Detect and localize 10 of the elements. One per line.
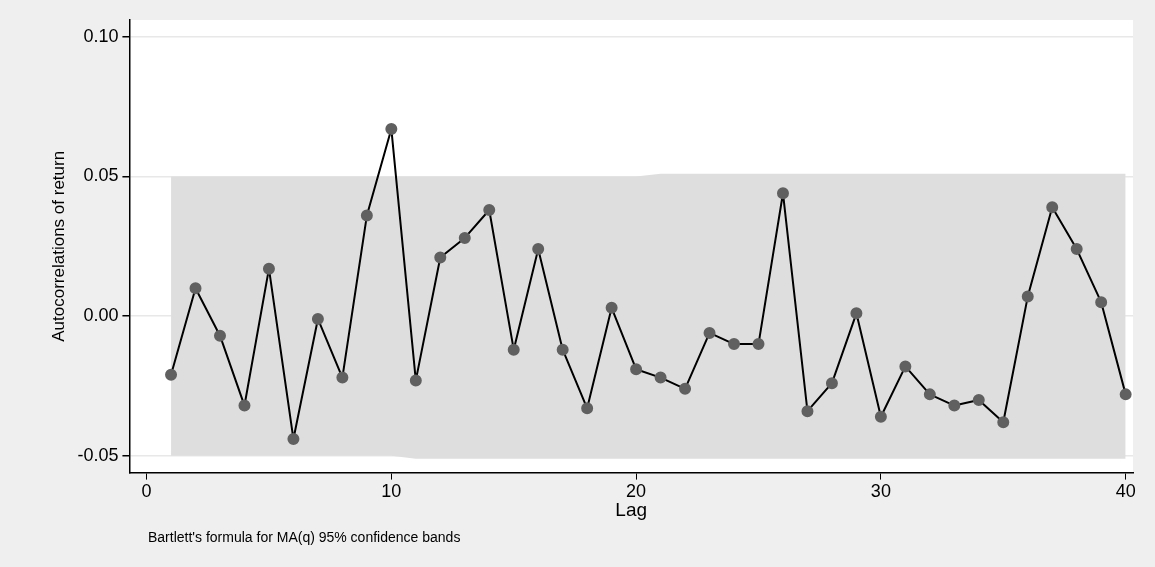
x-tick-label: 10 [381, 481, 402, 502]
y-tick-label: -0.05 [77, 444, 119, 465]
y-tick-label: 0.00 [83, 305, 119, 326]
y-tick-label: 0.10 [83, 25, 119, 46]
y-tick-label: 0.05 [83, 165, 119, 186]
x-tick-label: 30 [870, 481, 891, 502]
text: Bartlett's formula for MA(q) 95% confidence bands [148, 529, 461, 545]
y-axis-title: Autocorrelations of return [48, 150, 68, 342]
x-tick-label: 0 [141, 481, 152, 502]
x-tick-label: 40 [1115, 481, 1136, 502]
